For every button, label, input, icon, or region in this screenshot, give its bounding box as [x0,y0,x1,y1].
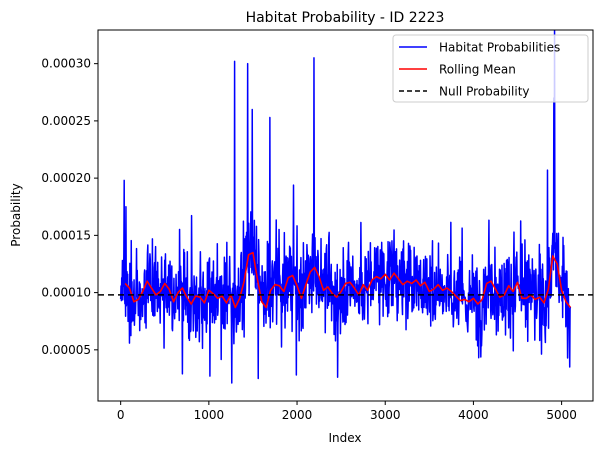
rolling-mean-series [124,251,572,309]
x-tick-label: 4000 [458,408,489,422]
x-tick-label: 2000 [282,408,313,422]
y-axis-label: Probability [9,183,23,246]
y-tick-label: 0.00030 [41,57,91,71]
legend-label-rolling-mean: Rolling Mean [439,63,516,77]
legend-label-habitat: Habitat Probabilities [439,41,560,55]
legend-box [392,34,589,103]
habitat-probabilities-series [119,30,572,384]
plot-frame [97,29,594,402]
legend: Habitat Probabilities Rolling Mean Null … [392,34,589,103]
y-tick-label: 0.00015 [41,228,91,242]
x-tick-label: 1000 [194,408,225,422]
x-axis-label: Index [328,431,361,445]
habitat-probabilities-line [119,30,572,384]
x-axis: 0 1000 2000 3000 4000 5000 [117,401,577,422]
x-tick-label: 0 [117,408,125,422]
y-tick-label: 0.00010 [41,286,91,300]
chart-title: Habitat Probability - ID 2223 [246,10,445,26]
rolling-mean-line [124,251,572,309]
x-tick-label: 3000 [370,408,401,422]
legend-label-null: Null Probability [439,85,530,99]
y-tick-label: 0.00005 [41,343,91,357]
y-tick-label: 0.00020 [41,171,91,185]
y-axis: 0.00005 0.00010 0.00015 0.00020 0.00025 0.000… [41,57,98,357]
x-tick-label: 5000 [546,408,577,422]
y-tick-label: 0.00025 [41,114,91,128]
